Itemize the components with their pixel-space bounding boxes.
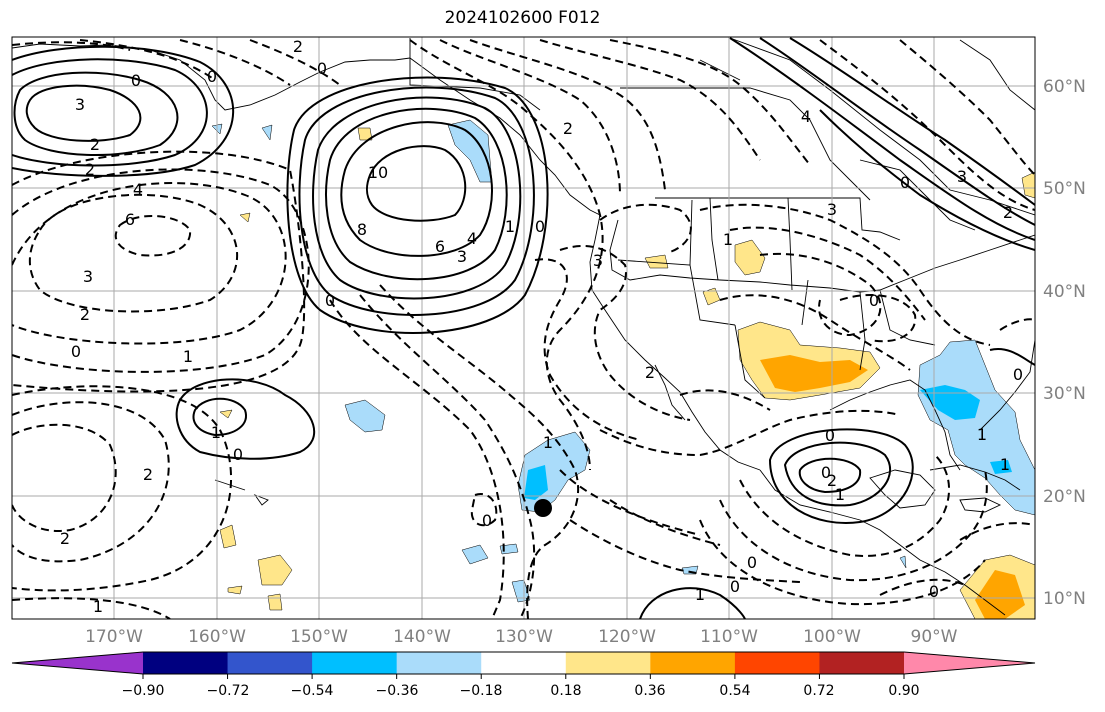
lon-label: 110°W (700, 627, 758, 647)
contour-label: 0 (747, 553, 757, 572)
colorbar-tick-label: 0.72 (803, 683, 835, 699)
lon-label: 140°W (393, 627, 451, 647)
contour-label: 8 (357, 220, 367, 239)
contour-label: 4 (467, 229, 477, 248)
coastlines-and-borders (12, 37, 1035, 616)
lon-label: 170°W (85, 627, 143, 647)
lat-label: 30°N (1043, 384, 1086, 404)
colorbar-segment (227, 652, 313, 674)
contour-label: 2 (90, 135, 100, 154)
negative-contours (12, 39, 1035, 619)
contour-label: 0 (207, 67, 217, 86)
colorbar-tick-label: 0.54 (719, 683, 751, 699)
colorbar-segment (143, 652, 229, 674)
contour-label: 3 (75, 95, 85, 114)
contour-label: 1 (695, 585, 705, 604)
contour-label: 2 (60, 529, 70, 548)
contour-label: 6 (435, 237, 445, 256)
contour-label: 1 (835, 485, 845, 504)
contour-label: 0 (730, 577, 740, 596)
colorbar-tick-label: −0.36 (375, 683, 419, 699)
contour-label: 3 (593, 251, 603, 270)
contour-label: 0 (1013, 365, 1023, 384)
contour-label: 2 (1003, 203, 1013, 222)
lon-label: 120°W (598, 627, 656, 647)
lon-label: 160°W (188, 627, 246, 647)
colorbar-segment (312, 652, 398, 674)
contour-label: 3 (827, 200, 837, 219)
colorbar-extend-high (904, 652, 1035, 674)
lat-label: 10°N (1043, 589, 1086, 609)
lat-label: 60°N (1043, 77, 1086, 97)
lat-label: 20°N (1043, 487, 1086, 507)
contour-label: 6 (125, 210, 135, 229)
contour-label: 1 (543, 433, 553, 452)
colorbar-tick-label: −0.54 (290, 683, 334, 699)
colorbar-segment (396, 652, 482, 674)
contour-label: 0 (535, 217, 545, 236)
contour-label: 1 (977, 425, 987, 444)
contour-label: 1 (183, 347, 193, 366)
contour-labels: 2 0 3 2 2 4 6 3 2 1 0 10 8 6 4 3 1 0 0 3… (60, 37, 1023, 616)
contour-label: 0 (929, 582, 939, 601)
positive-contours (12, 37, 1035, 619)
colorbar-tick-label: −0.90 (121, 683, 165, 699)
map-frame (11, 36, 1036, 620)
colorbar-tick-label: −0.18 (459, 683, 503, 699)
contour-label: 1 (723, 230, 733, 249)
contour-label: 3 (457, 247, 467, 266)
contour-label: 0 (71, 342, 81, 361)
contour-label: 2 (563, 119, 573, 138)
colorbar-tick-label: 0.90 (888, 683, 920, 699)
contour-label: 0 (900, 173, 910, 192)
lon-label: 90°W (910, 627, 958, 647)
colorbar-tick-label: −0.72 (206, 683, 250, 699)
contour-label: 0 (233, 445, 243, 464)
colorbar-tick-label: 0.18 (550, 683, 582, 699)
contour-label: 0 (825, 426, 835, 445)
contour-label: 2 (293, 37, 303, 56)
contour-label: 2 (85, 160, 95, 179)
contour-label: 2 (645, 363, 655, 382)
contour-label: 3 (83, 267, 93, 286)
contour-label: 4 (133, 180, 143, 199)
contour-label: 1 (93, 597, 103, 616)
lon-label: 100°W (803, 627, 861, 647)
colorbar-segment (481, 652, 567, 674)
contour-label: 10 (368, 163, 388, 182)
positive-anomaly-shading (219, 127, 1035, 619)
colorbar-tick-label: 0.36 (634, 683, 666, 699)
storm-position-dot (534, 499, 552, 517)
colorbar-segment (565, 652, 651, 674)
map-title: 2024102600 F012 (444, 8, 601, 28)
contour-label: 2 (80, 305, 90, 324)
lon-label: 130°W (495, 627, 553, 647)
contour-label: 0 (482, 511, 492, 530)
graticule-lines (12, 37, 1035, 619)
contour-label: 0 (317, 59, 327, 78)
contour-label: 2 (143, 465, 153, 484)
colorbar (11, 651, 1036, 679)
colorbar-segment (650, 652, 736, 674)
contour-label: 0 (821, 463, 831, 482)
contour-label: 1 (1000, 455, 1010, 474)
contour-label: 1 (211, 423, 221, 442)
contour-label: 0 (131, 71, 141, 90)
lon-label: 150°W (290, 627, 348, 647)
colorbar-extend-low (12, 652, 143, 674)
lat-label: 40°N (1043, 282, 1086, 302)
contour-label: 0 (869, 291, 879, 310)
contour-label: 1 (505, 217, 515, 236)
contour-label: 0 (325, 291, 335, 310)
colorbar-segment (734, 652, 820, 674)
colorbar-segment (819, 652, 905, 674)
lat-label: 50°N (1043, 179, 1086, 199)
contour-label: 2 (827, 471, 837, 490)
contour-label: 3 (957, 167, 967, 186)
negative-anomaly-shading (211, 119, 1035, 603)
contour-label: 4 (801, 107, 811, 126)
